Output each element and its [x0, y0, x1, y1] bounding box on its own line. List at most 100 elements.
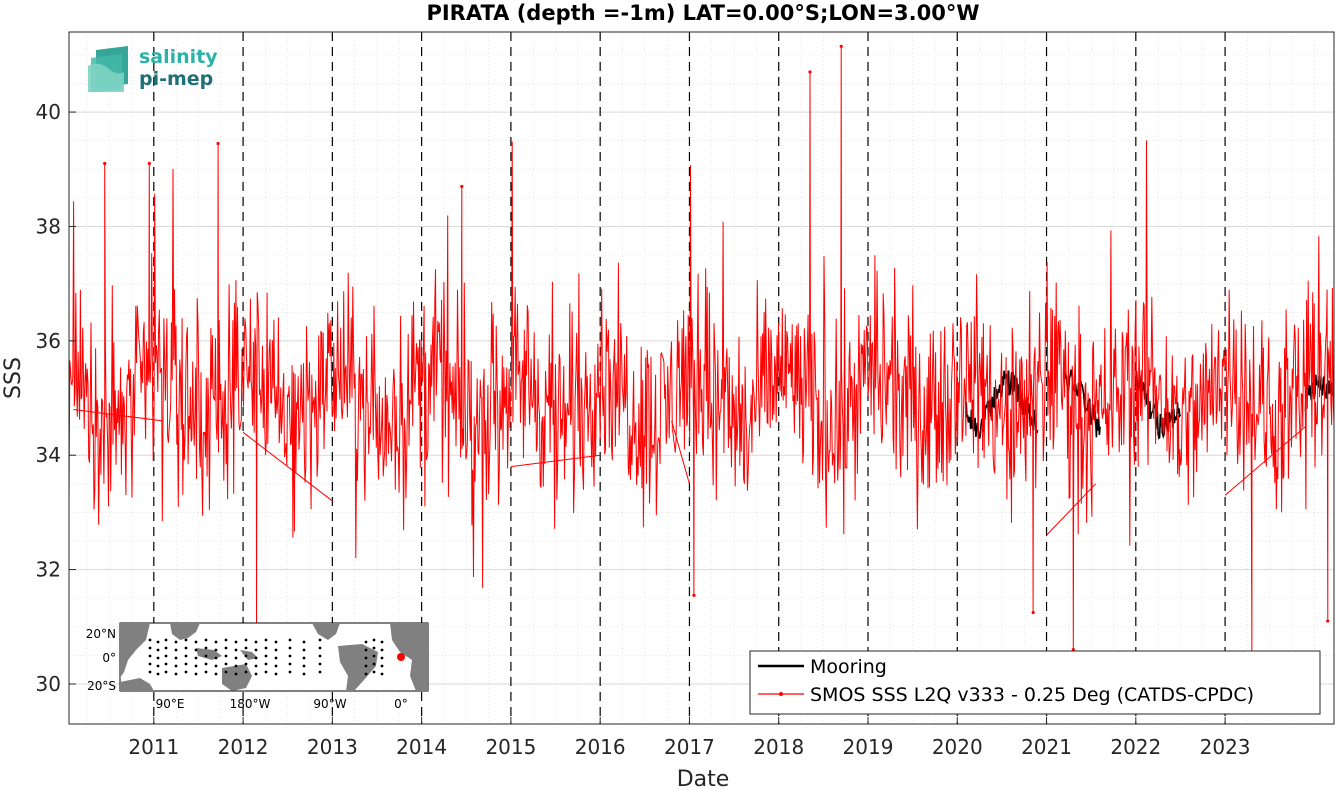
inset-lon-label-0: 0°: [394, 697, 408, 711]
inset-mooring-dot: [274, 656, 278, 660]
x-tick-label: 2022: [1110, 735, 1161, 759]
inset-mooring-dot: [156, 648, 160, 652]
smos-extreme-point: [103, 161, 107, 166]
inset-mooring-dot: [244, 670, 248, 674]
x-tick-label: 2013: [307, 735, 358, 759]
legend-mooring-label: Mooring: [810, 656, 887, 678]
y-axis-label: SSS: [1, 357, 26, 399]
inset-mooring-dot: [174, 656, 178, 660]
inset-mooring-dot: [148, 670, 152, 674]
y-tick-label: 32: [36, 558, 61, 582]
inset-mooring-dot: [156, 672, 160, 676]
smos-extreme-point: [147, 161, 151, 166]
inset-mooring-dot: [372, 638, 376, 642]
grid: [69, 32, 1334, 724]
inset-mooring-dot: [204, 670, 208, 674]
inset-mooring-dot: [380, 672, 384, 676]
inset-mooring-dot: [318, 654, 322, 658]
smos-extreme-point: [1071, 648, 1075, 652]
inset-mooring-dot: [274, 664, 278, 668]
smos-gap-segment: [242, 431, 333, 502]
inset-mooring-dot: [244, 662, 248, 666]
inset-mooring-dot: [274, 672, 278, 676]
inset-mooring-dot: [254, 656, 258, 660]
y-tick-label: 30: [36, 672, 61, 696]
inset-mooring-dot: [380, 648, 384, 652]
inset-mooring-dot: [244, 646, 248, 650]
inset-mooring-dot: [254, 664, 258, 668]
smos-gap-segment: [671, 420, 690, 484]
inset-mooring-dot: [214, 640, 218, 644]
inset-mooring-dot: [214, 656, 218, 660]
inset-mooring-dot: [148, 638, 152, 642]
x-tick-label: 2020: [932, 735, 983, 759]
inset-mooring-dot: [224, 654, 228, 658]
legend: Mooring SMOS SSS L2Q v333 - 0.25 Deg (CA…: [749, 650, 1321, 715]
inset-mooring-dot: [318, 662, 322, 666]
inset-mooring-dot: [174, 648, 178, 652]
inset-mooring-dot: [194, 648, 198, 652]
inset-mooring-dot: [254, 672, 258, 676]
inset-mooring-dot: [184, 654, 188, 658]
inset-mooring-dot: [224, 646, 228, 650]
x-tick-label: 2014: [396, 735, 447, 759]
inset-map: 20°N 0° 20°S 90°E 180°W 90°W 0°: [86, 622, 429, 711]
inset-mooring-dot: [380, 640, 384, 644]
inset-mooring-dot: [164, 654, 168, 658]
inset-lat-label-20s: 20°S: [87, 679, 116, 693]
inset-mooring-dot: [264, 670, 268, 674]
inset-mooring-dot: [380, 656, 384, 660]
inset-mooring-dot: [234, 664, 238, 668]
inset-mooring-dot: [164, 646, 168, 650]
inset-mooring-dot: [264, 638, 268, 642]
inset-mooring-dot: [148, 662, 152, 666]
logo-line2: pi-mep: [139, 68, 213, 90]
inset-mooring-dot: [148, 646, 152, 650]
inset-mooring-dot: [174, 672, 178, 676]
inset-mooring-dot: [184, 662, 188, 666]
smos-extreme-point: [692, 593, 696, 597]
x-tick-label: 2019: [843, 735, 894, 759]
inset-mooring-dot: [204, 638, 208, 642]
x-tick-label: 2015: [485, 735, 536, 759]
inset-mooring-dot: [318, 670, 322, 674]
inset-mooring-dot: [234, 640, 238, 644]
inset-mooring-dot: [244, 638, 248, 642]
inset-mooring-dot: [364, 640, 368, 644]
inset-mooring-dot: [302, 648, 306, 652]
inset-mooring-dot: [194, 672, 198, 676]
inset-mooring-dot: [380, 664, 384, 668]
inset-mooring-dot: [174, 640, 178, 644]
logo-wave-icon: [88, 46, 128, 92]
inset-mooring-dot: [194, 640, 198, 644]
inset-mooring-dot: [164, 670, 168, 674]
inset-mooring-dot: [204, 646, 208, 650]
x-tick-label: 2018: [753, 735, 804, 759]
inset-mooring-dot: [214, 664, 218, 668]
inset-mooring-dot: [184, 670, 188, 674]
inset-mooring-dot: [274, 640, 278, 644]
inset-mooring-dot: [224, 670, 228, 674]
y-tick-label: 40: [36, 100, 61, 124]
inset-mooring-dot: [288, 646, 292, 650]
inset-mooring-dot: [302, 656, 306, 660]
inset-mooring-dot: [184, 638, 188, 642]
mooring-line: [1063, 369, 1101, 438]
inset-lon-label-90e: 90°E: [156, 697, 185, 711]
inset-mooring-dot: [264, 654, 268, 658]
series-layer: [68, 44, 1335, 657]
y-tick-label: 34: [36, 443, 61, 467]
inset-mooring-dot: [302, 640, 306, 644]
inset-mooring-dot: [274, 648, 278, 652]
x-tick-label: 2012: [218, 735, 269, 759]
x-tick-label: 2016: [575, 735, 626, 759]
smos-extreme-point: [216, 141, 220, 146]
inset-mooring-dot: [214, 672, 218, 676]
inset-mooring-dot: [288, 654, 292, 658]
inset-mooring-dot: [288, 670, 292, 674]
inset-mooring-dot: [364, 648, 368, 652]
inset-mooring-dot: [372, 670, 376, 674]
salinity-pimep-logo: salinity pi-mep: [88, 46, 218, 92]
inset-mooring-dot: [148, 654, 152, 658]
inset-mooring-dot: [302, 664, 306, 668]
